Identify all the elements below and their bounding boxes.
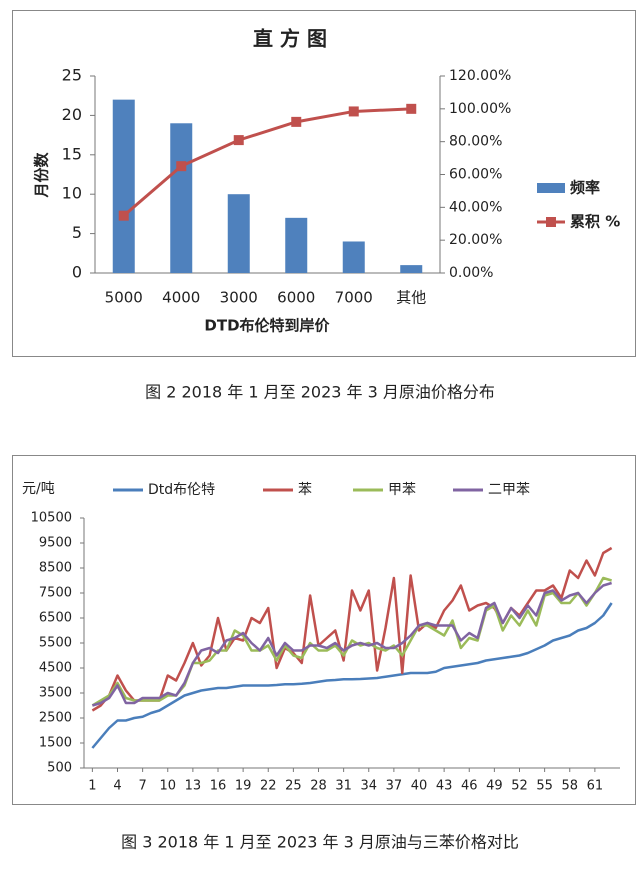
x-tick-label: 其他 [396,289,426,307]
y-tick-label: 10 [62,184,82,203]
y2-tick-label: 20.00% [449,232,502,248]
x-tick-label: 46 [461,779,478,794]
x-tick-label: 61 [587,779,604,794]
bar [285,217,308,273]
legend-label: 累积 % [570,213,620,231]
y-tick-label: 5 [72,223,82,242]
x-tick-label: 22 [260,779,277,794]
x-tick-label: 13 [185,779,202,794]
x-axis-label: DTD布伦特到岸价 [204,317,330,335]
x-tick-label: 3000 [220,289,258,307]
y-tick-label: 5500 [39,636,72,651]
x-tick-label: 31 [335,779,352,794]
y-axis-label: 月份数 [33,152,51,199]
x-tick-label: 37 [386,779,403,794]
legend-label: 频率 [570,179,600,197]
marker [118,210,129,221]
caption: 图 2 2018 年 1 月至 2023 年 3 月原油价格分布 [145,383,495,402]
y-tick-label: 10500 [31,511,72,526]
marker [348,106,359,117]
y-tick-label: 20 [62,105,82,124]
y-tick-label: 25 [62,66,82,85]
legend-swatch [546,217,556,227]
x-tick-label: 40 [411,779,428,794]
y2-tick-label: 0.00% [449,265,493,281]
x-tick-label: 4000 [162,289,200,307]
x-tick-label: 1 [88,779,96,794]
x-tick-label: 55 [536,779,553,794]
x-tick-label: 10 [159,779,176,794]
y2-tick-label: 60.00% [449,167,502,183]
bar [112,99,135,273]
y-tick-label: 7500 [39,586,72,601]
y-tick-label: 15 [62,144,82,163]
y-tick-label: 9500 [39,536,72,551]
bar [342,241,365,273]
line [91,602,613,749]
legend-label: 甲苯 [388,481,416,498]
y2-tick-label: 40.00% [449,199,502,215]
x-tick-label: 58 [561,779,578,794]
x-tick-label: 7 [138,779,146,794]
y-tick-label: 1500 [39,736,72,751]
y2-tick-label: 120.00% [449,68,511,84]
x-tick-label: 16 [210,779,227,794]
line [92,581,612,707]
x-tick-label: 52 [511,779,528,794]
x-tick-label: 25 [285,779,302,794]
bar [170,123,193,273]
x-tick-label: 19 [235,779,252,794]
x-tick-label: 28 [310,779,327,794]
bar [400,265,423,273]
y2-tick-label: 100.00% [449,101,511,117]
y-axis-label: 元/吨 [22,481,55,497]
legend-label: Dtd布伦特 [148,482,215,498]
x-tick-label: 6000 [277,289,315,307]
chart-title: 直 方 图 [253,27,327,51]
marker [291,116,302,127]
y-tick-label: 4500 [39,661,72,676]
legend-swatch [537,183,565,193]
x-tick-label: 43 [436,779,453,794]
marker [406,103,417,114]
x-tick-label: 4 [113,779,121,794]
y-tick-label: 2500 [39,711,72,726]
y-tick-label: 8500 [39,561,72,576]
line [122,107,412,217]
marker [233,135,244,146]
legend-label: 苯 [298,481,312,498]
y-tick-label: 6500 [39,611,72,626]
y-tick-label: 0 [72,263,82,282]
x-tick-label: 49 [486,779,503,794]
x-tick-label: 5000 [105,289,143,307]
x-tick-label: 34 [360,779,377,794]
chart-frame [12,455,636,805]
y2-tick-label: 80.00% [449,134,502,150]
y-tick-label: 500 [47,761,72,776]
line [91,546,613,712]
x-tick-label: 7000 [335,289,373,307]
y-tick-label: 3500 [39,686,72,701]
caption: 图 3 2018 年 1 月至 2023 年 3 月原油与三苯价格对比 [121,833,519,852]
legend-label: 二甲苯 [488,481,530,498]
marker [176,161,187,172]
bar [227,194,250,273]
